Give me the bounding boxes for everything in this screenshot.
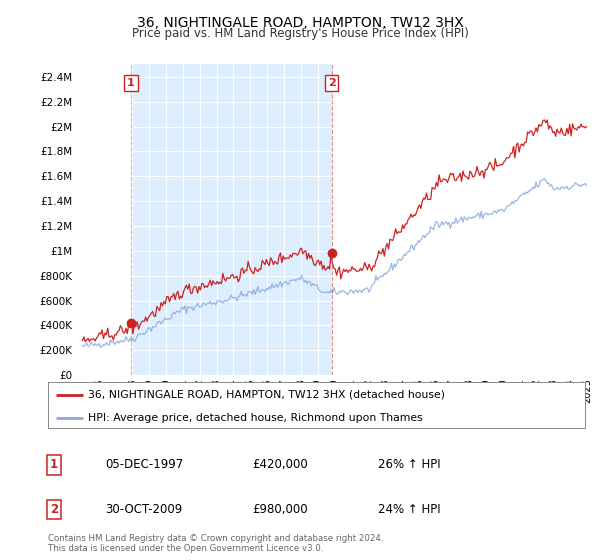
Bar <box>131 64 332 375</box>
Text: 1: 1 <box>50 458 58 472</box>
Text: £420,000: £420,000 <box>252 458 308 472</box>
Text: 36, NIGHTINGALE ROAD, HAMPTON, TW12 3HX (detached house): 36, NIGHTINGALE ROAD, HAMPTON, TW12 3HX … <box>88 390 445 400</box>
Text: 2: 2 <box>328 78 335 88</box>
Text: 05-DEC-1997: 05-DEC-1997 <box>105 458 183 472</box>
Text: 36, NIGHTINGALE ROAD, HAMPTON, TW12 3HX: 36, NIGHTINGALE ROAD, HAMPTON, TW12 3HX <box>137 16 463 30</box>
Text: 2: 2 <box>50 503 58 516</box>
Text: £980,000: £980,000 <box>252 503 308 516</box>
Text: 24% ↑ HPI: 24% ↑ HPI <box>378 503 440 516</box>
Text: 1: 1 <box>127 78 135 88</box>
Text: 30-OCT-2009: 30-OCT-2009 <box>105 503 182 516</box>
Text: HPI: Average price, detached house, Richmond upon Thames: HPI: Average price, detached house, Rich… <box>88 413 423 423</box>
Text: Contains HM Land Registry data © Crown copyright and database right 2024.
This d: Contains HM Land Registry data © Crown c… <box>48 534 383 553</box>
Text: 26% ↑ HPI: 26% ↑ HPI <box>378 458 440 472</box>
Text: Price paid vs. HM Land Registry's House Price Index (HPI): Price paid vs. HM Land Registry's House … <box>131 27 469 40</box>
